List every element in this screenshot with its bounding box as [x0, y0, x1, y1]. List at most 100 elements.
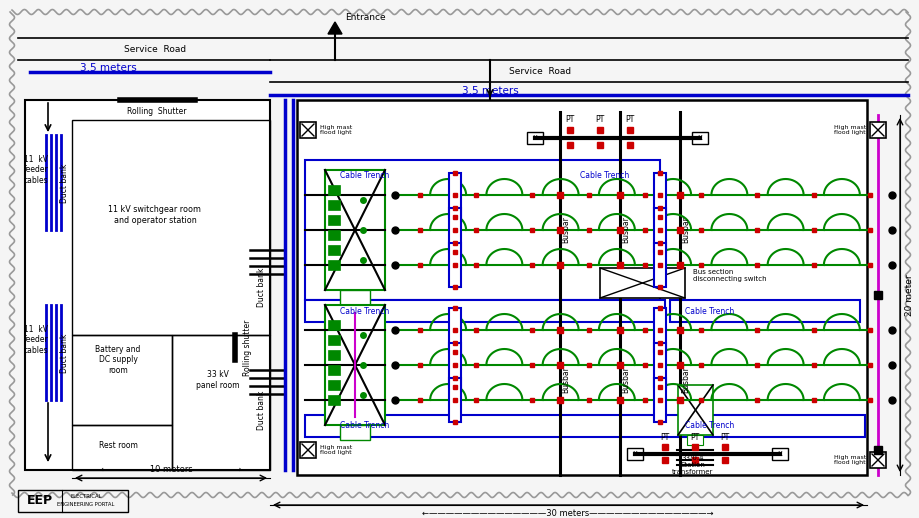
- Bar: [653, 243, 665, 287]
- Bar: [627, 448, 642, 460]
- Bar: [300, 122, 315, 138]
- Text: 3.5 meters: 3.5 meters: [80, 63, 137, 73]
- Text: PT: PT: [720, 433, 729, 441]
- Bar: [72, 335, 172, 425]
- Text: 11 kV switchgear room
and operator station: 11 kV switchgear room and operator stati…: [108, 205, 201, 225]
- Bar: [448, 208, 460, 252]
- Text: 33 kV
panel room: 33 kV panel room: [196, 370, 240, 390]
- Bar: [328, 200, 340, 210]
- Bar: [328, 365, 340, 375]
- Bar: [18, 490, 128, 512]
- Bar: [686, 435, 702, 445]
- Bar: [869, 122, 885, 138]
- Text: Rest room: Rest room: [98, 440, 137, 450]
- Text: ←——————————————30 meters——————————————→: ←——————————————30 meters——————————————→: [422, 510, 713, 518]
- Text: Rolling  Shutter: Rolling Shutter: [127, 108, 187, 117]
- Bar: [340, 425, 369, 440]
- Bar: [653, 378, 665, 422]
- Text: Cable Trench: Cable Trench: [340, 170, 389, 180]
- Bar: [305, 415, 864, 437]
- Text: Busbar: Busbar: [621, 217, 630, 243]
- Text: 11  kV
feeder
cables: 11 kV feeder cables: [24, 155, 49, 185]
- Bar: [527, 132, 542, 144]
- Text: Busbar: Busbar: [621, 367, 630, 394]
- Text: Duct bank: Duct bank: [257, 267, 267, 307]
- Text: Service  Road: Service Road: [508, 67, 571, 77]
- Text: 33/0.4
Station
transformer: 33/0.4 Station transformer: [672, 455, 713, 475]
- Bar: [25, 100, 269, 470]
- Text: Rolling shutter: Rolling shutter: [244, 320, 252, 376]
- Text: Bus section
disconnecting switch: Bus section disconnecting switch: [692, 268, 766, 281]
- Text: 20 meter: 20 meter: [904, 274, 913, 316]
- Text: Cable Trench: Cable Trench: [340, 307, 389, 315]
- Text: Duct bank: Duct bank: [61, 333, 70, 372]
- Text: High mast
flood light: High mast flood light: [320, 444, 352, 455]
- Text: X: X: [777, 451, 781, 457]
- Bar: [328, 320, 340, 330]
- Bar: [771, 448, 788, 460]
- Bar: [328, 335, 340, 345]
- Bar: [328, 215, 340, 225]
- Bar: [328, 245, 340, 255]
- Bar: [669, 300, 859, 322]
- Text: PT: PT: [565, 116, 574, 124]
- Text: PT: PT: [660, 433, 669, 441]
- Text: PT: PT: [595, 116, 604, 124]
- Text: High mast
flood light: High mast flood light: [833, 125, 865, 135]
- Bar: [448, 343, 460, 387]
- Text: ENGINEERING PORTAL: ENGINEERING PORTAL: [57, 502, 115, 508]
- Bar: [324, 305, 384, 425]
- Text: ELECTRICAL: ELECTRICAL: [70, 495, 102, 499]
- Text: High mast
flood light: High mast flood light: [320, 125, 352, 135]
- Text: Cable Trench: Cable Trench: [685, 422, 733, 430]
- Text: X: X: [532, 135, 537, 141]
- Bar: [72, 425, 172, 470]
- Bar: [300, 442, 315, 458]
- Text: High mast
flood light: High mast flood light: [833, 455, 865, 465]
- Text: EEP: EEP: [27, 495, 53, 508]
- Text: Duct bank: Duct bank: [61, 163, 70, 203]
- Bar: [448, 308, 460, 352]
- Bar: [653, 208, 665, 252]
- Bar: [305, 160, 659, 300]
- Polygon shape: [328, 22, 342, 34]
- Bar: [653, 173, 665, 217]
- Bar: [448, 378, 460, 422]
- Bar: [328, 260, 340, 270]
- Bar: [328, 230, 340, 240]
- Text: 3.5 meters: 3.5 meters: [461, 86, 517, 96]
- Text: X: X: [697, 135, 701, 141]
- Text: ←—————10 meters—————→: ←—————10 meters—————→: [100, 466, 241, 474]
- Bar: [448, 173, 460, 217]
- Text: Entrance: Entrance: [345, 12, 385, 22]
- Text: PT: PT: [689, 433, 698, 441]
- Text: 11  kV
feeder
cables: 11 kV feeder cables: [24, 325, 49, 355]
- Bar: [328, 395, 340, 405]
- Text: Cable Trench: Cable Trench: [340, 422, 389, 430]
- Text: Busbar: Busbar: [561, 217, 570, 243]
- Bar: [328, 380, 340, 390]
- Bar: [340, 290, 369, 305]
- Bar: [72, 120, 269, 335]
- Text: Battery and
DC supply
room: Battery and DC supply room: [96, 345, 141, 375]
- Bar: [297, 100, 866, 475]
- Bar: [324, 170, 384, 290]
- Text: Busbar: Busbar: [681, 217, 690, 243]
- Text: Cable Trench: Cable Trench: [579, 170, 629, 180]
- Bar: [691, 132, 708, 144]
- Bar: [869, 452, 885, 468]
- Bar: [653, 343, 665, 387]
- Bar: [172, 335, 269, 470]
- Text: Service  Road: Service Road: [124, 46, 186, 54]
- Text: Busbar: Busbar: [561, 367, 570, 394]
- Bar: [305, 300, 664, 322]
- Bar: [328, 350, 340, 360]
- Bar: [448, 243, 460, 287]
- Bar: [599, 268, 685, 298]
- Text: Busbar: Busbar: [681, 367, 690, 394]
- Bar: [653, 308, 665, 352]
- Text: Duct bank: Duct bank: [257, 390, 267, 430]
- Text: X: X: [632, 451, 637, 457]
- Bar: [677, 385, 712, 435]
- Text: Cable Trench: Cable Trench: [685, 307, 733, 315]
